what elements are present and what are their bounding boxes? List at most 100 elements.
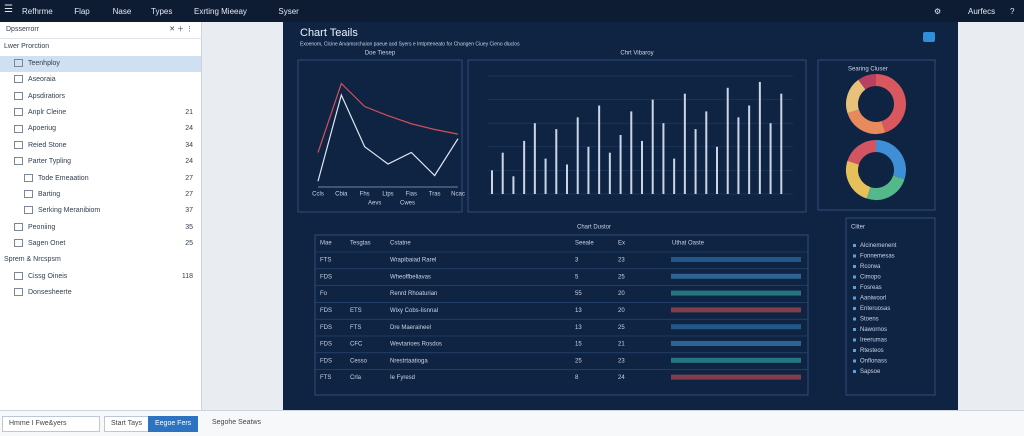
donut-slice	[875, 140, 906, 180]
bar	[619, 135, 622, 194]
table-cell: 25	[618, 325, 625, 331]
mini-band	[671, 290, 801, 296]
table-cell: 3	[575, 258, 579, 264]
menu-item[interactable]: Types	[151, 7, 173, 16]
legend-swatch	[853, 328, 856, 331]
legend-swatch	[853, 254, 856, 258]
x-tick-label: Ltps	[382, 192, 393, 198]
item-icon	[14, 75, 23, 84]
item-icon	[14, 157, 23, 166]
dashboard-subtitle: Exoenom, Clcine Arvamsrchaion paeue aod …	[300, 41, 520, 47]
legend-swatch	[853, 275, 856, 279]
table-cell: 23	[618, 358, 625, 364]
table-header: Mae	[320, 241, 332, 247]
panel-title: Cliter	[851, 225, 865, 231]
item-label: Sagen Onet	[28, 240, 66, 248]
menu-icon[interactable]: ☰	[4, 4, 13, 15]
search-input[interactable]: Hmme I Fwe&yers	[2, 416, 100, 432]
table-cell: FDS	[320, 358, 332, 364]
tree-item[interactable]: Parter Typling 24	[0, 154, 201, 170]
table-cell: ETS	[350, 308, 362, 314]
item-count: 24	[185, 125, 193, 133]
bar	[533, 123, 536, 194]
bar	[662, 123, 665, 194]
tree-item[interactable]: Aseoraia	[0, 72, 201, 88]
panel-frames	[297, 59, 936, 396]
donut-slice	[847, 140, 877, 165]
dashboard: Chart Teails Exoenom, Clcine Arvamsrchai…	[283, 22, 958, 410]
bar	[566, 164, 568, 194]
tree-item[interactable]: Apoeriug 24	[0, 121, 201, 137]
mini-band	[671, 374, 801, 380]
tree-item[interactable]: Tode Emeaation 27	[0, 171, 201, 187]
legend-item: Onflonass	[860, 359, 887, 365]
item-count: 27	[185, 174, 193, 182]
table-header: Tesgtas	[350, 241, 371, 247]
item-label: Anplr Cleine	[28, 108, 67, 116]
menu-item[interactable]: Refhrme	[22, 7, 53, 16]
sidebar-tools[interactable]: ✕ ＋ ⋮	[169, 26, 193, 33]
x-tick-label: Cbia	[335, 192, 348, 198]
table-cell: 8	[575, 375, 579, 381]
item-count: 35	[185, 223, 193, 231]
legend-item: Nawornos	[860, 327, 887, 333]
panel-title: Doe Tiesep	[365, 51, 396, 57]
item-icon	[14, 140, 23, 149]
x-tick-label: Ncac	[451, 192, 465, 198]
tree-item[interactable]: Reied Stone 34	[0, 138, 201, 154]
account[interactable]: Aurfecs	[968, 7, 996, 16]
button[interactable]: Start Tays	[104, 416, 149, 432]
bar	[512, 176, 515, 194]
tree-item[interactable]: Donsesheerte	[0, 285, 201, 301]
tree-item[interactable]: Anplr Cleine 21	[0, 105, 201, 121]
line	[317, 82, 459, 153]
mini-band	[671, 341, 801, 346]
item-label: Serking Meranibiom	[38, 207, 101, 215]
menu-item[interactable]: Syser	[278, 7, 299, 16]
tree-item[interactable]: Teenhploy	[0, 55, 201, 73]
table-cell: 24	[618, 375, 625, 381]
bar	[726, 87, 729, 194]
mini-band	[671, 273, 801, 279]
item-icon	[14, 288, 23, 297]
tree-item[interactable]: Sagen Onet 25	[0, 236, 201, 252]
bar	[705, 111, 708, 194]
table-cell: 55	[575, 291, 582, 297]
table-cell: 20	[618, 291, 625, 297]
menu-item[interactable]: Nase	[112, 7, 132, 16]
donut-slice	[875, 74, 906, 133]
menu-item[interactable]: Exrting Mieeay	[194, 7, 247, 16]
legend-label: Aevs	[368, 201, 381, 207]
legend-swatch	[853, 296, 856, 300]
icon[interactable]: ⚙	[934, 7, 942, 16]
legend-item: Rcorwa	[860, 264, 881, 270]
table-header: Ex	[618, 241, 625, 247]
bar	[491, 170, 493, 194]
tree-item[interactable]: Serking Meranibiom 37	[0, 203, 201, 219]
legend-swatch	[853, 307, 856, 310]
item-icon	[14, 91, 23, 100]
bar	[748, 105, 751, 194]
menu-item[interactable]: Flap	[74, 7, 90, 16]
table-cell: FDS	[320, 325, 332, 331]
icon[interactable]: ?	[1010, 7, 1015, 16]
table-cell: Renrd Rhoaturian	[390, 291, 437, 297]
table-cell: FDS	[320, 274, 332, 280]
tree-item[interactable]: Cissg Oineis 118	[0, 269, 201, 285]
tree-section[interactable]: Lwer Prorction	[0, 39, 201, 55]
status: Segohe Seatws	[212, 419, 262, 426]
tree-item[interactable]: Peoniing 35	[0, 220, 201, 236]
tree-item[interactable]: Apsdiratiors	[0, 89, 201, 105]
tree-section[interactable]: Sprem & Nrcspsm	[0, 252, 201, 268]
table-cell: Ie Fyresd	[390, 375, 415, 381]
footer: Hmme I Fwe&yers Start Tays Eegoe Fers Se…	[0, 410, 1024, 436]
sidebar: Dpsserrorr ✕ ＋ ⋮ Lwer Prorction Teenhploy A…	[0, 22, 202, 410]
legend-item: Fosreas	[860, 285, 882, 291]
button[interactable]: Eegoe Fers	[148, 416, 199, 432]
tree-item[interactable]: Barting 27	[0, 187, 201, 203]
item-count: 21	[185, 108, 193, 116]
dashboard-bg	[283, 22, 958, 410]
item-label: Apoeriug	[28, 125, 57, 133]
x-tick-label: Tras	[429, 192, 441, 198]
toolbar-button[interactable]	[923, 32, 935, 42]
